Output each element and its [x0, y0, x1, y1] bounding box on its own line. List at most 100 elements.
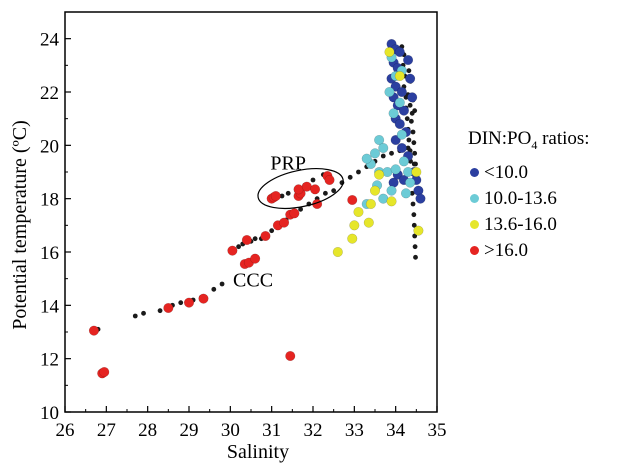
background-point [406, 137, 412, 143]
background-point [298, 206, 303, 212]
background-point [410, 129, 416, 135]
data-point [388, 108, 399, 119]
legend-label: >16.0 [484, 239, 528, 261]
background-point [331, 188, 337, 194]
background-point [285, 190, 291, 196]
legend-label: 10.0-13.6 [484, 187, 557, 209]
data-point [394, 70, 405, 82]
background-point [404, 116, 410, 122]
background-point [389, 150, 394, 156]
data-point [250, 253, 261, 264]
legend-item: >16.0 [468, 238, 590, 264]
data-point [400, 188, 412, 199]
legend-label: <10.0 [484, 161, 528, 183]
legend-item: 13.6-16.0 [468, 212, 590, 238]
legend-item: <10.0 [468, 160, 590, 186]
background-point [279, 193, 285, 199]
legend: DIN:PO4 ratios: <10.0 10.0-13.6 13.6-16.0 >… [468, 128, 590, 264]
data-point [270, 190, 281, 202]
y-tick-label: 22 [40, 83, 59, 104]
data-point [241, 234, 252, 246]
data-point [279, 217, 290, 228]
data-point [390, 81, 401, 92]
plot-area [64, 11, 438, 413]
background-point [411, 140, 417, 146]
background-point [356, 169, 361, 175]
legend-swatch [470, 246, 479, 256]
background-point [141, 310, 146, 316]
y-tick-label: 24 [40, 30, 60, 51]
plot-frame [64, 11, 438, 413]
y-tick-label: 16 [40, 243, 59, 264]
data-point [407, 92, 418, 103]
legend-swatch [470, 220, 479, 230]
prp-label: PRP [270, 152, 306, 174]
data-point [198, 293, 209, 304]
data-point [390, 164, 401, 175]
x-tick-label: 30 [221, 420, 240, 441]
background-point [219, 281, 225, 287]
annotations: PRP CCC [233, 152, 344, 292]
axes: 26 27 28 29 30 31 32 33 34 35 10 12 14 16 18 20 22 24 [40, 30, 447, 441]
data-point [384, 46, 395, 58]
x-tick-label: 35 [428, 420, 447, 441]
background-point [413, 254, 418, 260]
x-tick-label: 34 [386, 420, 406, 441]
data-point [390, 134, 401, 146]
y-tick-label: 10 [40, 403, 59, 424]
data-point [347, 233, 358, 244]
background-point [411, 212, 417, 218]
data-point [394, 97, 405, 108]
y-tick-label: 18 [40, 190, 59, 211]
data-point [396, 142, 407, 154]
background-point [269, 228, 275, 234]
data-point [363, 217, 374, 228]
background-point [406, 68, 412, 74]
data-points [88, 38, 426, 379]
data-point [310, 184, 321, 195]
data-point [413, 225, 424, 236]
y-tick-label: 20 [40, 136, 59, 157]
background-point [412, 233, 418, 239]
data-point [374, 134, 385, 146]
data-point [405, 177, 416, 188]
background-point [347, 174, 353, 180]
data-point [378, 142, 389, 154]
data-point [289, 208, 300, 219]
x-tick-label: 31 [262, 420, 281, 441]
background-point [132, 313, 138, 319]
legend-swatch [470, 194, 479, 204]
background-point [310, 177, 316, 183]
background-point [409, 190, 415, 196]
legend-swatch [470, 168, 479, 178]
background-point [323, 190, 328, 196]
background-point [408, 118, 414, 124]
x-tick-label: 27 [97, 420, 116, 441]
legend-title: DIN:PO4 ratios: [468, 128, 590, 152]
data-point [163, 302, 174, 314]
data-point [183, 297, 195, 308]
data-point [347, 194, 358, 206]
y-axis-label: Potential temperature (ºC) [9, 120, 31, 329]
prp-ellipse [257, 168, 344, 210]
x-tick-label: 29 [180, 420, 199, 441]
x-tick-label: 32 [304, 420, 323, 441]
data-point [353, 206, 364, 218]
x-tick-label: 28 [138, 420, 157, 441]
data-point [88, 325, 99, 336]
data-point [332, 246, 343, 258]
data-point [403, 54, 414, 66]
data-point [369, 148, 381, 159]
data-point [396, 86, 407, 98]
data-point [405, 73, 416, 84]
data-point [369, 185, 381, 196]
data-point [384, 86, 395, 98]
data-point [394, 46, 405, 58]
data-point [415, 193, 426, 204]
background-point [178, 300, 184, 306]
data-point [361, 153, 372, 164]
background-point [412, 150, 418, 156]
data-point [99, 366, 110, 378]
data-point [398, 105, 409, 116]
